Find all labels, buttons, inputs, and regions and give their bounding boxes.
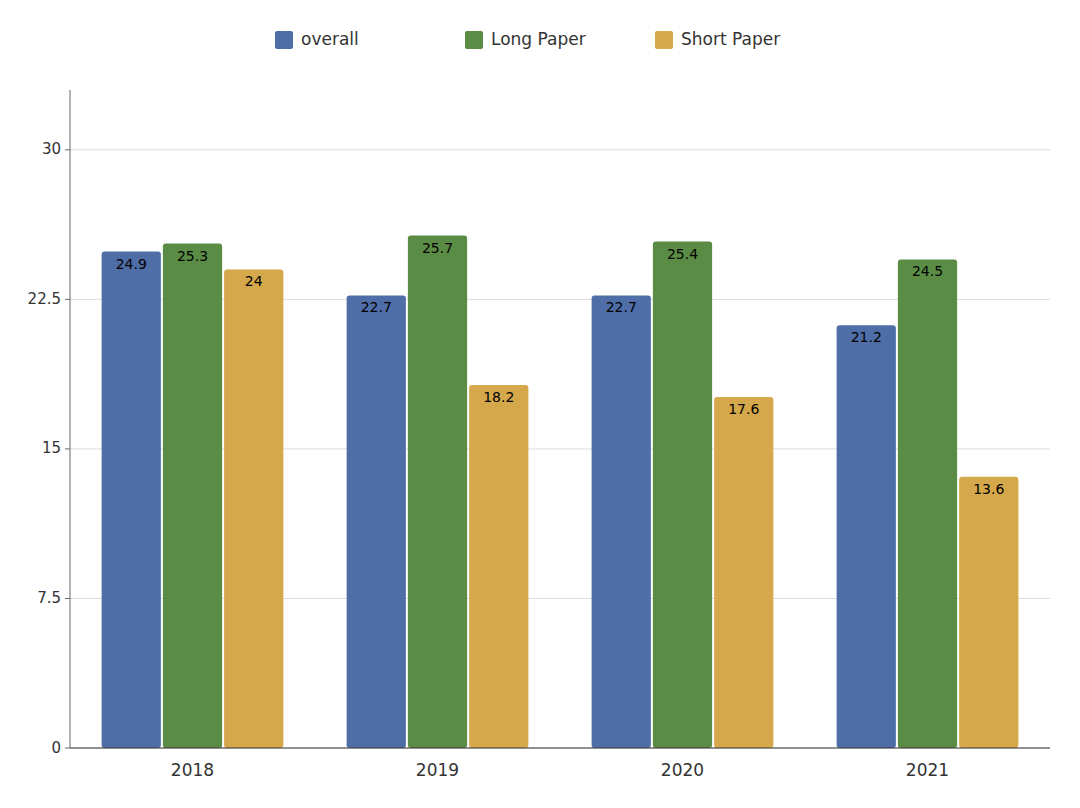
x-axis-line [70, 748, 1050, 749]
background [0, 0, 1080, 808]
data-label: 13.6 [973, 481, 1004, 497]
x-tick-label: 2018 [171, 760, 214, 780]
y-tick-label: 30 [42, 140, 61, 158]
legend-label: overall [301, 29, 359, 49]
y-tick-label: 15 [42, 439, 61, 457]
chart-container: 0 7.5 15 22.5 30 24.9 22.7 22.7 21.2 25.3 25.7 25.4… [0, 0, 1080, 808]
data-label: 18.2 [483, 389, 514, 405]
y-axis: 0 7.5 15 22.5 30 [28, 90, 70, 757]
y-tick [65, 598, 70, 599]
data-label: 22.7 [606, 299, 637, 315]
legend-swatch [275, 31, 293, 49]
legend-label: Long Paper [491, 29, 586, 49]
data-labels: 24.9 22.7 22.7 21.2 25.3 25.7 25.4 24.5 24 18.2 17… [116, 240, 1005, 497]
data-label: 25.4 [667, 246, 698, 262]
bar [469, 385, 528, 748]
bar [714, 397, 773, 748]
x-tick-label: 2020 [661, 760, 704, 780]
y-tick [65, 748, 70, 749]
x-tick-label: 2021 [906, 760, 949, 780]
bar [102, 252, 161, 748]
chart-svg: 0 7.5 15 22.5 30 24.9 22.7 22.7 21.2 25.3 25.7 25.4… [0, 0, 1080, 808]
legend: overall Long Paper Short Paper [275, 29, 780, 49]
y-axis-line [70, 90, 71, 748]
y-tick [65, 448, 70, 449]
page: {"chart_data": {"type": "bar", "categori… [0, 0, 1080, 808]
data-label: 24.9 [116, 256, 147, 272]
grid-line [70, 149, 1050, 150]
y-tick [65, 299, 70, 300]
legend-swatch [465, 31, 483, 49]
bar [408, 236, 467, 748]
data-label: 25.7 [422, 240, 453, 256]
legend-swatch [655, 31, 673, 49]
bar [837, 325, 896, 748]
bar [224, 269, 283, 748]
bar [163, 244, 222, 748]
data-label: 22.7 [361, 299, 392, 315]
bars [102, 236, 1019, 748]
y-tick-label: 22.5 [28, 290, 61, 308]
bar [347, 295, 406, 748]
grid-line [70, 748, 1050, 749]
bar [959, 477, 1018, 748]
grid [70, 150, 1050, 748]
data-label: 24.5 [912, 263, 943, 279]
data-label: 21.2 [851, 329, 882, 345]
y-tick-label: 0 [51, 739, 61, 757]
y-tick-label: 7.5 [37, 589, 61, 607]
data-label: 24 [245, 273, 263, 289]
bar [653, 242, 712, 748]
y-tick [65, 149, 70, 150]
x-tick-label: 2019 [416, 760, 459, 780]
bar [898, 259, 957, 748]
bar [592, 295, 651, 748]
data-label: 17.6 [728, 401, 759, 417]
x-axis: 2018 2019 2020 2021 [70, 748, 1050, 780]
data-label: 25.3 [177, 248, 208, 264]
legend-label: Short Paper [681, 29, 780, 49]
